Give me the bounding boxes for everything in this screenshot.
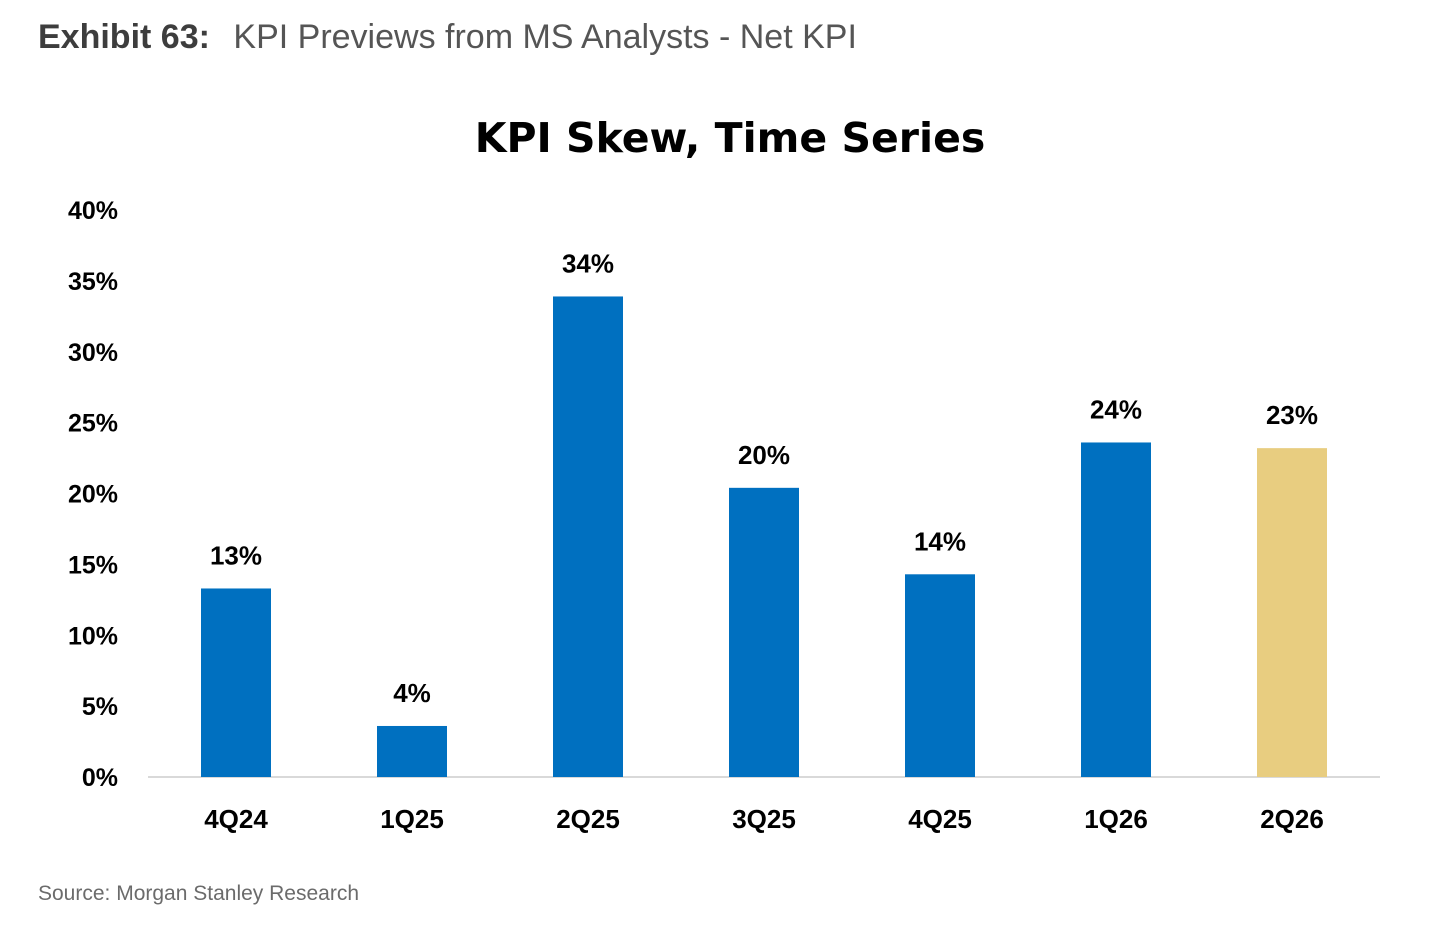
data-label: 14% <box>914 526 966 556</box>
x-tick-label: 1Q26 <box>1084 804 1148 834</box>
x-tick-label: 2Q25 <box>556 804 620 834</box>
y-tick-label: 35% <box>68 268 118 296</box>
data-label: 20% <box>738 440 790 470</box>
exhibit-label: Exhibit 63: <box>38 18 210 56</box>
bar <box>729 487 799 777</box>
y-tick-label: 10% <box>68 622 118 650</box>
bar <box>905 574 975 777</box>
exhibit-heading: Exhibit 63: KPI Previews from MS Analyst… <box>38 18 857 57</box>
x-tick-label: 4Q25 <box>908 804 972 834</box>
data-label: 13% <box>210 540 262 570</box>
x-tick-label: 1Q25 <box>380 804 444 834</box>
source-note: Source: Morgan Stanley Research <box>38 882 359 905</box>
bar <box>1081 442 1151 777</box>
bar <box>377 725 447 777</box>
data-label: 24% <box>1090 394 1142 424</box>
x-tick-label: 3Q25 <box>732 804 796 834</box>
y-tick-label: 5% <box>82 693 118 721</box>
y-tick-label: 30% <box>68 339 118 367</box>
y-tick-label: 0% <box>82 764 118 792</box>
y-tick-label: 15% <box>68 551 118 579</box>
chart-title: KPI Skew, Time Series <box>475 114 986 162</box>
x-tick-label: 2Q26 <box>1260 804 1324 834</box>
x-tick-label: 4Q24 <box>204 804 268 834</box>
y-tick-label: 40% <box>68 197 118 225</box>
bar <box>201 588 271 777</box>
data-label: 4% <box>393 678 431 708</box>
data-label: 34% <box>562 248 614 278</box>
y-tick-label: 20% <box>68 481 118 509</box>
bar <box>1257 448 1327 777</box>
exhibit-title: KPI Previews from MS Analysts - Net KPI <box>233 18 857 56</box>
data-label: 23% <box>1266 400 1318 430</box>
y-tick-label: 25% <box>68 410 118 438</box>
bar <box>553 296 623 777</box>
